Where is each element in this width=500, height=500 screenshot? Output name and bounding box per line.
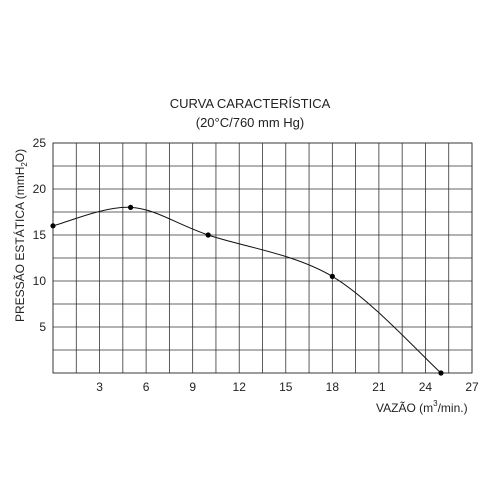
y-tick-label: 20	[33, 182, 47, 196]
data-point	[205, 232, 211, 238]
x-tick-label: 24	[419, 380, 433, 394]
y-tick-label: 10	[33, 274, 47, 288]
series-layer	[50, 204, 444, 376]
series-line	[52, 206, 442, 374]
y-axis-label: PRESSÃO ESTÁTICA (mmH2O)	[12, 149, 29, 322]
x-axis-label: VAZÃO (m3/min.)	[376, 399, 468, 415]
x-tick-label: 18	[326, 380, 340, 394]
data-point	[438, 370, 444, 376]
data-point	[127, 204, 134, 210]
x-tick-label: 9	[189, 380, 196, 394]
x-tick-label: 3	[96, 380, 103, 394]
y-tick-label: 25	[33, 136, 47, 150]
tick-labels: 3 6 9 12 15 18 21 24 27 5 10 15 20 25	[33, 136, 479, 394]
x-tick-label: 15	[279, 380, 293, 394]
x-tick-label: 27	[465, 380, 479, 394]
x-tick-label: 21	[372, 380, 386, 394]
plot-frame	[52, 142, 473, 374]
chart-subtitle: (20°C/760 mm Hg)	[196, 115, 305, 130]
data-point	[329, 273, 335, 279]
y-tick-label: 5	[39, 320, 46, 334]
chart-title: CURVA CARACTERÍSTICA	[170, 96, 331, 111]
data-point	[50, 223, 56, 229]
x-tick-label: 12	[233, 380, 247, 394]
x-tick-label: 6	[143, 380, 150, 394]
grid	[52, 142, 473, 374]
y-tick-label: 15	[33, 228, 47, 242]
